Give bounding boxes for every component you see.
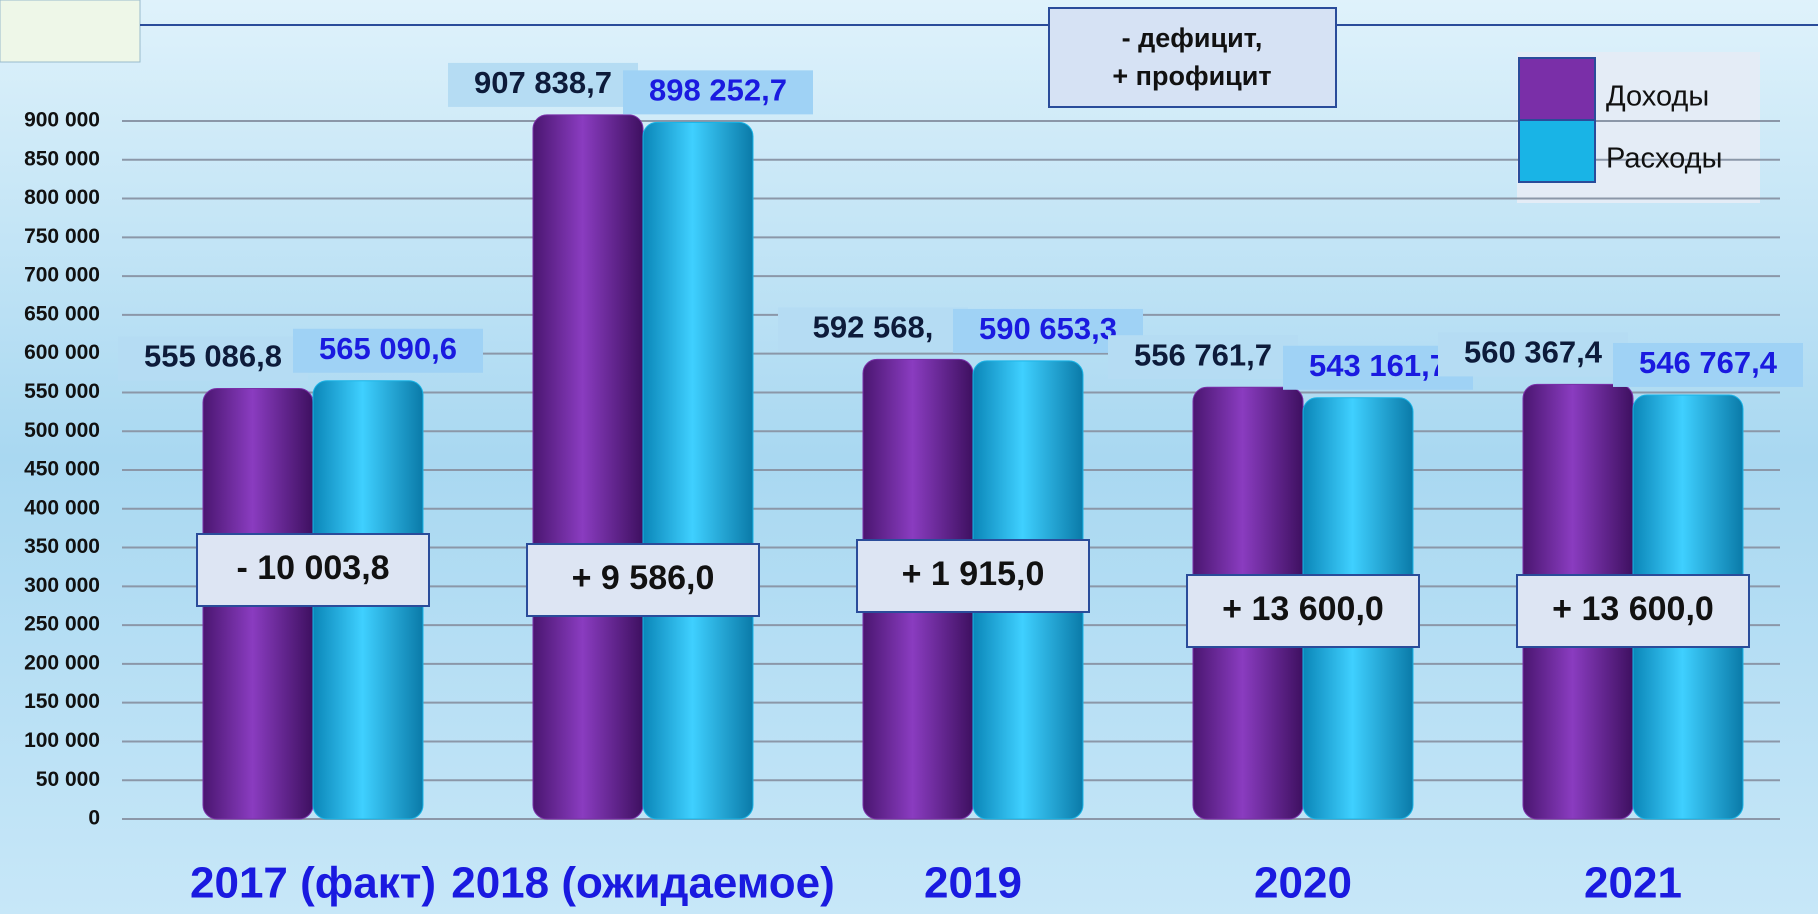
value-label: 907 838,7	[474, 65, 612, 100]
value-label-bg	[118, 336, 308, 381]
balance-label: + 9 586,0	[572, 559, 715, 597]
x-tick-label: 2019	[924, 859, 1022, 908]
x-tick-label: 2017 (факт)	[190, 859, 436, 908]
logo	[0, 0, 141, 63]
y-tick-label: 800 000	[24, 186, 100, 209]
legend-swatch	[1518, 57, 1596, 121]
value-label-bg	[293, 328, 483, 373]
balance-box	[1186, 574, 1420, 648]
value-label: 543 161,7	[1309, 348, 1447, 383]
annotation: + профицит	[1112, 61, 1271, 91]
legend-label: Расходы	[1606, 143, 1722, 175]
y-tick-label: 500 000	[24, 419, 100, 442]
y-tick-label: 600 000	[24, 341, 100, 364]
bar	[642, 121, 754, 820]
balance-box	[856, 539, 1090, 613]
y-tick-label: 350 000	[24, 535, 100, 558]
value-label: 555 086,8	[144, 339, 282, 374]
value-label: 590 653,3	[979, 311, 1117, 346]
y-tick-label: 850 000	[24, 147, 100, 170]
y-tick-label: 400 000	[24, 496, 100, 519]
y-tick-label: 250 000	[24, 613, 100, 636]
value-label: 592 568,	[813, 310, 934, 345]
y-tick-label: 300 000	[24, 574, 100, 597]
value-label-bg	[1108, 335, 1298, 380]
x-tick-label: 2021	[1584, 859, 1682, 908]
value-label: 898 252,7	[649, 73, 787, 108]
y-tick-label: 0	[88, 807, 100, 830]
y-tick-label: 150 000	[24, 690, 100, 713]
y-tick-label: 750 000	[24, 225, 100, 248]
value-label-bg	[448, 62, 638, 107]
value-label: 546 767,4	[1639, 345, 1778, 380]
y-tick-label: 550 000	[24, 380, 100, 403]
balance-label: + 13 600,0	[1222, 590, 1384, 628]
value-label: 560 367,4	[1464, 335, 1603, 370]
x-tick-label: 2020	[1254, 859, 1352, 908]
legend-swatch	[1518, 119, 1596, 183]
y-tick-label: 50 000	[36, 768, 100, 791]
value-label-bg	[1438, 332, 1628, 377]
y-tick-label: 450 000	[24, 458, 100, 481]
annotation: - дефицит,	[1122, 23, 1263, 53]
value-label-bg	[1613, 342, 1803, 387]
balance-label: - 10 003,8	[236, 549, 389, 587]
value-label: 565 090,6	[319, 331, 457, 366]
balance-label: + 1 915,0	[902, 555, 1045, 593]
y-tick-label: 900 000	[24, 109, 100, 132]
balance-box	[1516, 574, 1750, 648]
x-tick-label: 2018 (ожидаемое)	[451, 859, 835, 908]
value-label: 556 761,7	[1134, 337, 1272, 372]
y-tick-label: 200 000	[24, 651, 100, 674]
y-tick-label: 100 000	[24, 729, 100, 752]
annotation-box	[1048, 7, 1337, 108]
legend-label: Доходы	[1606, 81, 1709, 113]
bar	[532, 114, 644, 820]
y-tick-label: 700 000	[24, 264, 100, 287]
y-tick-label: 650 000	[24, 302, 100, 325]
balance-box	[526, 543, 760, 617]
value-label-bg	[623, 70, 813, 115]
value-label-bg	[778, 307, 968, 352]
balance-label: + 13 600,0	[1552, 590, 1714, 628]
balance-box	[196, 533, 430, 607]
